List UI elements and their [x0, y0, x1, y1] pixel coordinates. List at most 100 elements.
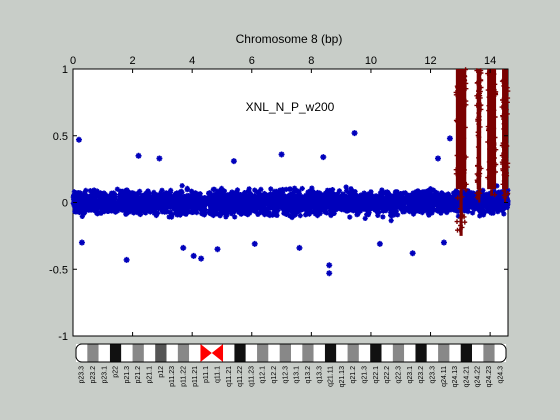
band-p22	[109, 344, 122, 362]
y-tick-label: -1	[58, 331, 68, 343]
data-point	[251, 240, 258, 247]
band-q22.3	[392, 344, 405, 362]
band-q12.1	[257, 344, 269, 362]
data-point	[75, 136, 82, 143]
band-q13.2	[302, 344, 314, 362]
centromere-q11.1	[211, 344, 224, 362]
band-label: q12.1	[260, 366, 267, 384]
amplified-points-0	[453, 67, 469, 233]
band-p21.2	[132, 344, 144, 362]
band-q22.2	[381, 344, 393, 362]
band-label: q21.3	[362, 366, 369, 384]
amplified-block-1	[476, 69, 482, 190]
band-label: q11.23	[248, 366, 255, 387]
band-p23.3	[76, 344, 88, 362]
points-layer	[70, 67, 511, 277]
band-q13.3	[313, 344, 325, 362]
band-label: p11.22	[181, 366, 188, 387]
band-label: q13.2	[305, 366, 312, 384]
y-tick-label: 1	[62, 64, 68, 76]
band-label: p21.2	[135, 366, 142, 384]
band-p11.21	[189, 344, 201, 362]
band-q24.13	[449, 344, 461, 362]
band-label: p12	[158, 366, 165, 378]
y-tick-label: 0.5	[53, 131, 68, 143]
band-q21.3	[358, 344, 371, 362]
band-label: q11.22	[237, 366, 244, 387]
band-q12.3	[279, 344, 291, 362]
data-point	[296, 244, 303, 251]
band-q24.21	[460, 344, 473, 362]
amplified-points-1	[474, 68, 484, 200]
x-tick-label: 2	[130, 55, 136, 67]
chart-title: Chromosome 8 (bp)	[236, 32, 343, 46]
x-tick-label: 6	[249, 55, 255, 67]
chart-annotation: XNL_N_P_w200	[246, 100, 335, 114]
band-label: q24.22	[475, 366, 482, 388]
amplified-tail-2	[490, 189, 493, 196]
band-label: q23.3	[429, 366, 436, 384]
data-point	[123, 256, 130, 263]
series-normal-points	[70, 183, 511, 224]
band-label: p23.3	[79, 366, 86, 384]
band-label: p21.1	[147, 366, 154, 384]
band-q24.11	[438, 344, 450, 362]
band-label: q23.1	[407, 366, 414, 384]
band-q11.21	[223, 344, 235, 362]
band-p21.1	[143, 344, 156, 362]
band-p11.23	[166, 344, 178, 362]
data-point	[409, 250, 416, 257]
band-label: p23.1	[101, 366, 108, 384]
band-label: q24.3	[497, 366, 504, 384]
data-point	[78, 239, 85, 246]
band-label: p23.2	[90, 366, 97, 384]
x-tick-label: 10	[365, 55, 377, 67]
data-point	[214, 246, 221, 253]
amplified-tail-1	[478, 189, 481, 203]
data-point	[326, 262, 333, 269]
band-q22.1	[370, 344, 382, 362]
band-p23.2	[87, 344, 99, 362]
band-q23.3	[426, 344, 439, 362]
amplified-tail-0	[459, 189, 463, 236]
band-q13.1	[291, 344, 303, 362]
x-tick-label: 8	[308, 55, 314, 67]
data-point	[198, 255, 205, 262]
band-label: p22	[113, 366, 120, 378]
band-q24.3	[494, 344, 506, 362]
data-point	[434, 155, 441, 162]
band-label: q21.2	[350, 366, 357, 384]
x-tick-label: 0	[70, 55, 76, 67]
band-label: q24.23	[486, 366, 493, 388]
band-label: p11.1	[203, 366, 210, 383]
chromosome-ideogram: p23.3 p23.2 p23.1 p22 p21.3 p21.2 p21.1 p12 p11.…	[75, 343, 507, 388]
series-amplified	[453, 67, 511, 236]
band-label: q24.13	[452, 366, 459, 388]
band-label: q21.13	[339, 366, 346, 388]
band-q24.22	[472, 344, 484, 362]
data-point	[320, 154, 327, 161]
band-label: q11.1	[214, 366, 221, 383]
band-label: q11.21	[226, 366, 233, 387]
amplified-points-2	[485, 69, 499, 198]
y-tick-label: -0.5	[49, 264, 68, 276]
data-point	[135, 152, 142, 159]
data-point	[180, 244, 187, 251]
x-tick-label: 12	[424, 55, 436, 67]
y-tick-label: 0	[62, 198, 68, 210]
band-p23.1	[98, 344, 110, 362]
band-label: q22.3	[396, 366, 403, 384]
band-q11.22	[234, 344, 246, 362]
x-tick-label: 4	[189, 55, 195, 67]
band-label: p21.3	[124, 366, 131, 384]
series-normal	[70, 130, 511, 277]
band-q11.23	[245, 344, 258, 362]
band-q21.11	[324, 344, 337, 362]
data-point	[156, 155, 163, 162]
data-point	[230, 158, 237, 165]
band-p12	[155, 344, 167, 362]
band-q24.23	[483, 344, 495, 362]
band-label: q12.2	[271, 366, 278, 384]
band-q21.2	[347, 344, 359, 362]
data-point	[278, 151, 285, 158]
